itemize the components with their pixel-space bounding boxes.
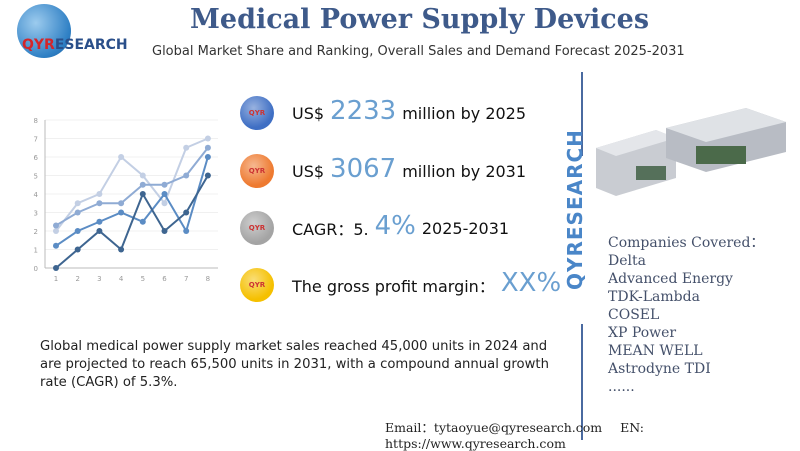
logo-globe-icon xyxy=(17,4,71,58)
company-item: ...... xyxy=(608,379,635,395)
data-point xyxy=(204,135,211,142)
company-item: TDK-Lambda xyxy=(608,289,700,305)
logo: QYRESEARCH xyxy=(22,37,128,53)
stat-prefix: US$ xyxy=(292,103,325,123)
data-point xyxy=(139,172,146,179)
x-tick-label: 5 xyxy=(141,275,145,283)
qyr-badge-icon: QYR xyxy=(240,154,274,188)
data-point xyxy=(74,209,81,216)
series-line xyxy=(55,174,209,269)
footer-email[interactable]: Email：tytaoyue@qyresearch.com xyxy=(385,420,603,435)
divider xyxy=(581,72,583,156)
stat-prefix: The gross profit margin： xyxy=(292,277,495,296)
y-tick-label: 1 xyxy=(34,247,38,255)
stat-value: XX% xyxy=(500,268,562,298)
series-line xyxy=(55,147,209,227)
data-point xyxy=(204,172,211,179)
data-point xyxy=(183,209,190,216)
stat-row: QYR CAGR：5. 4% 2025-2031 xyxy=(240,211,509,245)
data-point xyxy=(53,265,59,271)
stat-value: 4% xyxy=(374,211,416,241)
product-image xyxy=(596,108,786,196)
companies-heading: Companies Covered： xyxy=(608,235,765,251)
y-tick-label: 5 xyxy=(34,173,38,181)
data-point xyxy=(139,218,146,225)
x-tick-label: 1 xyxy=(54,275,58,283)
series-line xyxy=(55,137,209,232)
data-point xyxy=(161,200,168,207)
qyr-badge-icon: QYR xyxy=(240,268,274,302)
data-point xyxy=(96,228,103,234)
company-item: Advanced Energy xyxy=(608,271,733,287)
x-tick-label: 7 xyxy=(184,275,188,283)
data-point xyxy=(161,228,168,234)
data-point xyxy=(204,154,211,160)
stat-suffix: million by 2025 xyxy=(402,103,527,123)
data-point xyxy=(118,246,125,253)
data-point xyxy=(183,228,190,234)
companies-list: Companies Covered： Delta Advanced Energy T… xyxy=(608,234,764,396)
data-point xyxy=(183,172,190,179)
y-tick-label: 2 xyxy=(34,228,38,236)
divider xyxy=(581,324,583,440)
data-point xyxy=(161,191,168,197)
data-point xyxy=(139,191,146,197)
x-tick-label: 6 xyxy=(162,275,167,283)
y-tick-label: 6 xyxy=(34,154,39,162)
stat-suffix: million by 2031 xyxy=(402,161,527,181)
company-item: Delta xyxy=(608,253,646,269)
data-point xyxy=(74,246,81,253)
data-point xyxy=(183,144,190,151)
stat-prefix: CAGR：5. xyxy=(292,220,369,239)
data-point xyxy=(118,154,125,160)
data-point xyxy=(74,228,81,234)
y-tick-label: 3 xyxy=(34,210,38,218)
y-tick-label: 0 xyxy=(34,265,38,273)
line-chart: 0 1 2 3 4 5 6 7 8 1 2 3 4 5 6 7 8 xyxy=(34,117,218,283)
stat-row: QYR US$ 3067 million by 2031 xyxy=(240,154,526,188)
data-point xyxy=(96,200,103,207)
data-point xyxy=(139,181,146,188)
qyr-badge-icon: QYR xyxy=(240,211,274,245)
company-item: Astrodyne TDI xyxy=(608,361,711,377)
stat-value: 2233 xyxy=(330,96,397,126)
stat-suffix: 2025-2031 xyxy=(421,218,510,238)
x-tick-label: 3 xyxy=(97,275,101,283)
data-point xyxy=(118,209,125,216)
data-point xyxy=(53,228,59,234)
company-item: COSEL xyxy=(608,307,660,323)
y-tick-label: 4 xyxy=(34,191,39,199)
side-brand: QYRESEARCH xyxy=(563,129,587,290)
page-title: Medical Power Supply Devices xyxy=(190,4,650,35)
market-description: Global medical power supply market sales… xyxy=(40,339,549,390)
company-item: MEAN WELL xyxy=(608,343,703,359)
data-point xyxy=(204,144,211,151)
data-point xyxy=(96,191,103,197)
stat-row: QYR US$ 2233 million by 2025 xyxy=(240,96,526,130)
data-point xyxy=(96,218,103,225)
qyr-badge-icon: QYR xyxy=(240,96,274,130)
data-point xyxy=(118,200,125,207)
x-tick-label: 4 xyxy=(119,275,124,283)
data-point xyxy=(74,200,81,207)
stat-prefix: US$ xyxy=(292,161,325,181)
y-tick-label: 7 xyxy=(34,136,38,144)
data-point xyxy=(53,222,59,229)
data-point xyxy=(53,242,59,249)
company-item: XP Power xyxy=(608,325,677,341)
x-tick-label: 2 xyxy=(75,275,79,283)
page-subtitle: Global Market Share and Ranking, Overall… xyxy=(152,44,685,59)
x-tick-label: 8 xyxy=(206,275,210,283)
footer: Email：tytaoyue@qyresearch.com EN: https:… xyxy=(385,417,800,451)
series-line xyxy=(55,156,209,247)
data-point xyxy=(161,181,168,188)
y-tick-label: 8 xyxy=(34,117,38,125)
stat-row: QYR The gross profit margin： XX% xyxy=(240,268,567,302)
stat-value: 3067 xyxy=(330,154,397,184)
